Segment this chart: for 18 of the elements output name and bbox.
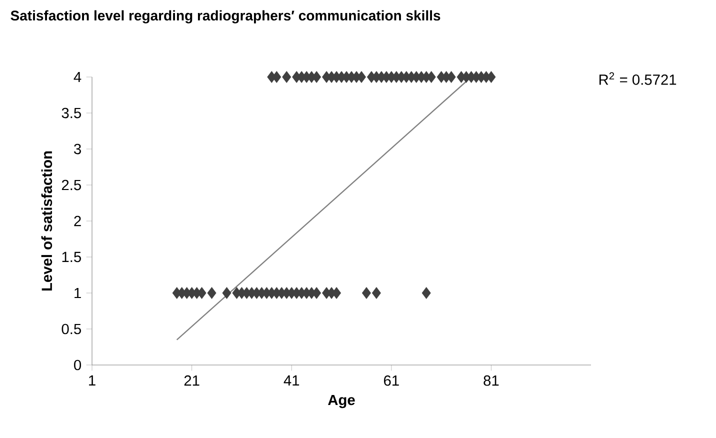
y-tick-label: 1 — [74, 288, 81, 298]
y-tick-label: 0.5 — [62, 324, 81, 334]
x-axis-title: Age — [328, 394, 355, 408]
chart-title: Satisfaction level regarding radiographers′ communication skills — [10, 10, 440, 24]
x-tick-label: 1 — [89, 375, 96, 386]
y-tick-label: 1.5 — [62, 252, 81, 262]
y-tick-label: 3.5 — [62, 108, 81, 118]
y-tick-label: 3 — [74, 144, 81, 154]
y-tick-label: 2.5 — [62, 180, 81, 190]
text: R$^{2}$ = 0.5721 — [599, 72, 676, 85]
y-axis-title: Level of satisfaction — [41, 151, 52, 291]
y-tick-label: 2 — [74, 216, 81, 226]
y-tick-label: 0 — [74, 360, 82, 370]
x-tick-label: 81 — [484, 375, 499, 386]
y-tick-label: 4 — [74, 72, 82, 82]
x-tick-label: 21 — [184, 375, 200, 386]
x-tick-label: 61 — [384, 375, 399, 386]
x-tick-label: 41 — [284, 375, 300, 386]
